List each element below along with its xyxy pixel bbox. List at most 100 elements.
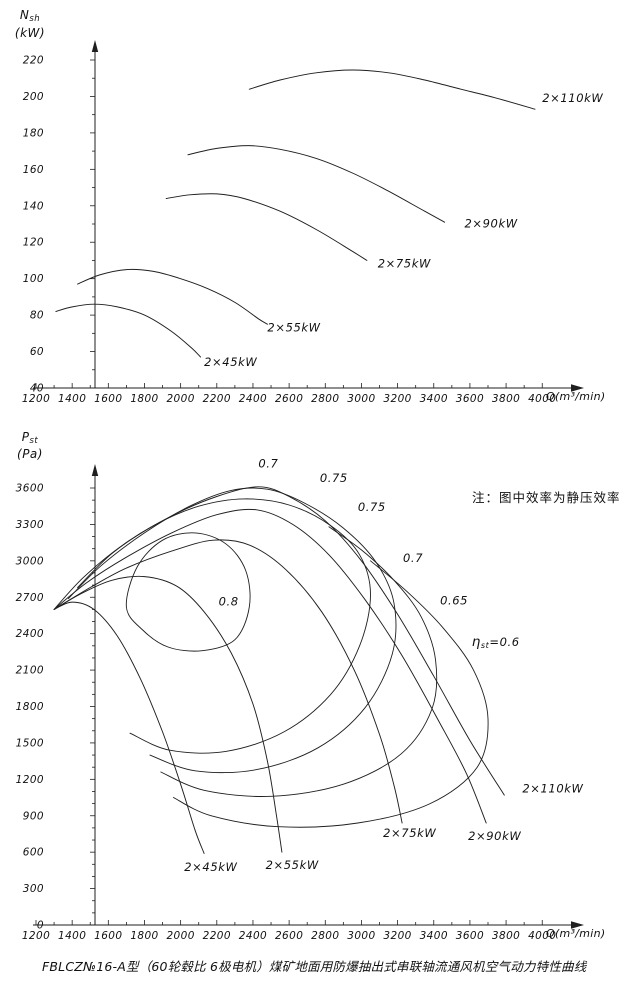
contour-0.8: [125, 532, 251, 652]
top-y-axis-unit: (kW): [14, 26, 46, 40]
contour-label-0.75: 0.75: [320, 471, 348, 485]
contour-0.6: [172, 560, 489, 828]
x-tick-label: 3200: [383, 393, 411, 405]
x-tick-label: 3000: [347, 393, 375, 405]
x-tick-label: 2200: [203, 930, 231, 942]
x-tick-label: 3400: [420, 393, 448, 405]
y-tick-label: 0: [37, 920, 44, 932]
x-tick-label: 3600: [456, 930, 484, 942]
top-y-axis-title: Nsh: [19, 8, 41, 24]
curve-label-2x45kW: 2×45kW: [204, 355, 257, 369]
curve-2x110kW: [53, 486, 505, 796]
curve-2x75kW: [53, 539, 403, 824]
x-tick-label: 2000: [166, 930, 194, 942]
bottom-y-axis-unit: (Pa): [17, 447, 43, 461]
x-tick-label: 1400: [58, 930, 86, 942]
contour-label-0.6: ηst=0.6: [472, 634, 520, 650]
x-tick-label: 1800: [130, 930, 158, 942]
x-tick-label: 2600: [275, 393, 303, 405]
y-tick-label: 60: [30, 346, 44, 358]
x-tick-label: 3400: [420, 930, 448, 942]
curve-2x45kW: [53, 601, 205, 854]
y-tick-label: 3000: [16, 555, 44, 567]
y-tick-label: 100: [23, 273, 44, 285]
x-axis-arrow-icon: [571, 921, 584, 929]
top-x-axis-unit: Q(m³/min): [546, 390, 606, 403]
y-tick-label: 220: [23, 55, 44, 67]
curve-2x90kW: [53, 508, 487, 824]
x-tick-label: 1200: [22, 393, 50, 405]
x-tick-label: 4000: [528, 930, 556, 942]
y-tick-label: 3300: [16, 519, 44, 531]
efficiency-note: 注：图中效率为静压效率: [472, 490, 621, 505]
x-tick-label: 3800: [492, 393, 520, 405]
curve-label-2x55kW: 2×55kW: [267, 321, 320, 335]
curve-label-2x90kW: 2×90kW: [468, 829, 521, 843]
figure-caption: FBLCZ№16-A型（60轮毂比 6极电机）煤矿地面用防爆抽出式串联轴流通风机…: [42, 959, 587, 974]
curve-label-2x110kW: 2×110kW: [522, 782, 583, 796]
curve-label-2x75kW: 2×75kW: [383, 826, 436, 840]
x-tick-label: 2800: [311, 393, 339, 405]
curve-label-2x55kW: 2×55kW: [266, 858, 319, 872]
contour-label-0.65: 0.65: [440, 594, 468, 608]
x-tick-label: 2200: [203, 393, 231, 405]
contour-0.75: [77, 498, 371, 754]
x-tick-label: 2600: [275, 930, 303, 942]
y-tick-label: 180: [23, 127, 44, 139]
y-tick-label: 1200: [16, 774, 44, 786]
y-tick-label: 600: [23, 847, 44, 859]
y-tick-label: 160: [23, 164, 44, 176]
static-pressure-chart: 1200 1400 1600 1800 2000 2200 2400 2600 2800 3000…: [16, 456, 584, 942]
x-axis-arrow-icon: [571, 384, 584, 392]
y-tick-label: 140: [23, 200, 44, 212]
contour-label-0.75: 0.75: [358, 500, 386, 514]
x-tick-label: 3800: [492, 930, 520, 942]
x-tick-label: 3000: [347, 930, 375, 942]
contour-label-0.7: 0.7: [258, 456, 278, 470]
y-axis-arrow-icon: [91, 40, 99, 52]
x-tick-label: 2400: [239, 930, 267, 942]
curve-2x110kW: [248, 69, 536, 110]
y-tick-label: 2100: [16, 665, 44, 677]
x-tick-label: 4000: [528, 393, 556, 405]
y-tick-label: 900: [23, 810, 44, 822]
x-tick-label: 2400: [239, 393, 267, 405]
contour-0.7: [68, 487, 397, 774]
x-tick-label: 1800: [130, 393, 158, 405]
x-tick-label: 1400: [58, 393, 86, 405]
curve-2x75kW: [165, 193, 368, 261]
curve-2x55kW: [77, 268, 268, 325]
contour-label-0.7: 0.7: [403, 551, 423, 565]
y-tick-label: 1500: [16, 737, 44, 749]
bottom-y-axis-title: Pst: [21, 430, 39, 446]
y-tick-label: 300: [23, 883, 44, 895]
curve-label-2x75kW: 2×75kW: [378, 257, 431, 271]
curve-2x90kW: [187, 145, 446, 223]
curve-label-2x90kW: 2×90kW: [464, 217, 517, 231]
y-axis-arrow-icon: [91, 464, 99, 476]
y-tick-label: 2700: [16, 592, 44, 604]
x-tick-label: 1200: [22, 930, 50, 942]
y-tick-label: 2400: [16, 628, 44, 640]
x-tick-label: 2800: [311, 930, 339, 942]
x-tick-label: 2000: [166, 393, 194, 405]
x-tick-label: 1600: [94, 393, 122, 405]
curve-2x45kW: [55, 303, 201, 358]
curve-label-2x110kW: 2×110kW: [542, 91, 603, 105]
contour-label-0.8: 0.8: [219, 595, 239, 609]
y-tick-label: 3600: [16, 483, 44, 495]
y-tick-label: 40: [30, 383, 44, 395]
x-tick-label: 1600: [94, 930, 122, 942]
y-tick-label: 120: [23, 237, 44, 249]
curve-2x55kW: [53, 575, 283, 853]
y-tick-label: 200: [23, 91, 44, 103]
y-tick-label: 1800: [16, 701, 44, 713]
contour-0.65: [160, 526, 438, 797]
curve-label-2x45kW: 2×45kW: [184, 860, 237, 874]
shaft-power-chart: 1200 1400 1600 1800 2000 2200 2400 2600 2800 3000…: [22, 40, 603, 405]
x-tick-label: 3600: [456, 393, 484, 405]
bottom-x-axis-unit: Q(m³/min): [546, 927, 606, 940]
x-tick-label: 3200: [383, 930, 411, 942]
